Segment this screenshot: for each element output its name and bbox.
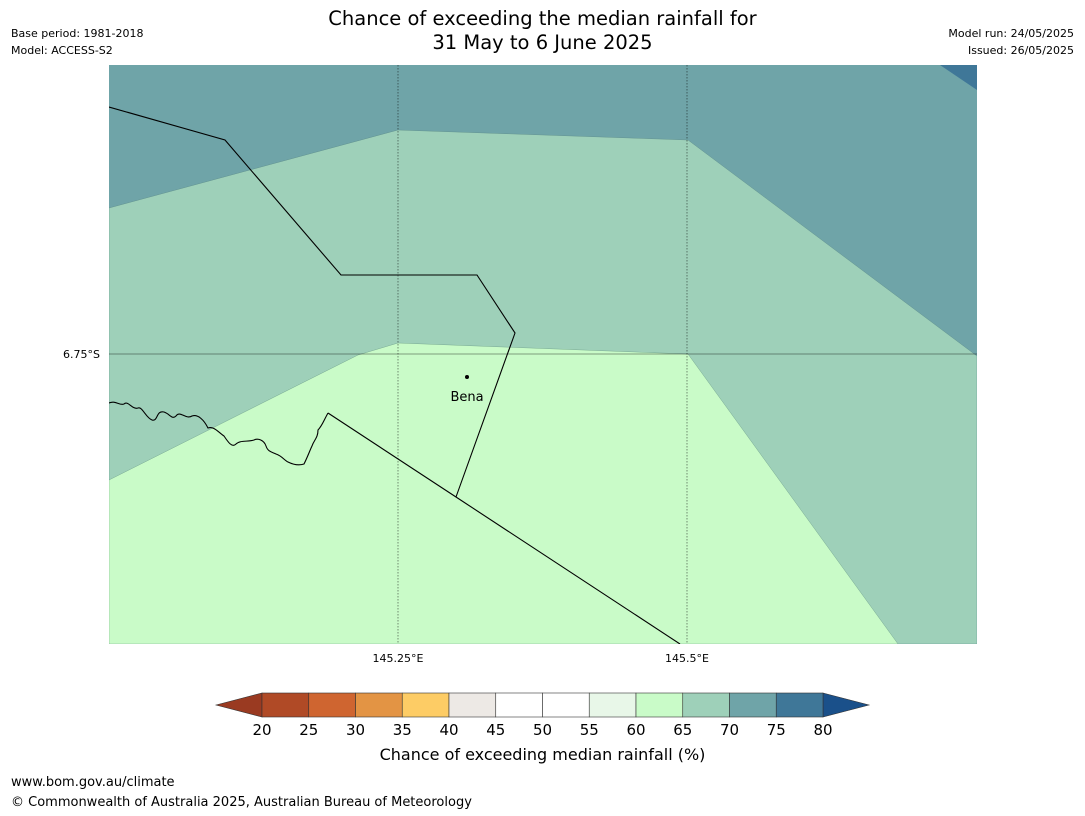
meta-left: Base period: 1981-2018 Model: ACCESS-S2 [11, 25, 143, 59]
colorbar-segments [261, 692, 824, 718]
colorbar-tick-label: 35 [393, 721, 412, 739]
colorbar-tick-label: 55 [580, 721, 599, 739]
colorbar-tick-label: 75 [767, 721, 786, 739]
map-plot-area [109, 65, 977, 644]
colorbar-low-extend [214, 692, 263, 718]
longitude-tick-label-1: 145.25°E [373, 652, 424, 665]
river-boundary [109, 401, 329, 466]
colorbar-tick-labels: 20 25 30 35 40 45 50 55 60 65 70 75 80 [252, 721, 832, 739]
colorbar-segment [495, 692, 543, 718]
longitude-tick-label-2: 145.5°E [665, 652, 709, 665]
colorbar-segment [729, 692, 777, 718]
colorbar: 20 25 30 35 40 45 50 55 60 65 70 75 80 [214, 692, 871, 739]
province-border-north [109, 106, 516, 498]
colorbar-segment [355, 692, 403, 718]
province-border-south [327, 412, 681, 644]
colorbar-segment [682, 692, 730, 718]
colorbar-tick-label: 30 [346, 721, 365, 739]
colorbar-segment [401, 692, 450, 718]
colorbar-segment [308, 692, 356, 718]
issued-label: Issued: 26/05/2025 [967, 44, 1074, 57]
title-line-2: 31 May to 6 June 2025 [432, 31, 653, 54]
colorbar-tick-label: 70 [720, 721, 739, 739]
colorbar-tick-label: 65 [673, 721, 692, 739]
footer-url[interactable]: www.bom.gov.au/climate [11, 775, 175, 790]
footer-copyright: © Commonwealth of Australia 2025, Austra… [11, 795, 472, 810]
latitude-tick-label: 6.75°S [63, 348, 100, 361]
colorbar-tick-label: 80 [813, 721, 832, 739]
region-75-80 [940, 65, 977, 90]
model-run-label: Model run: 24/05/2025 [948, 27, 1074, 40]
place-label-bena: Bena [450, 390, 483, 405]
colorbar-high-extend [822, 692, 871, 718]
colorbar-tick-label: 25 [299, 721, 318, 739]
colorbar-segment [542, 692, 590, 718]
colorbar-segment [775, 692, 824, 718]
colorbar-segment [635, 692, 684, 718]
meta-right: Model run: 24/05/2025 Issued: 26/05/2025 [948, 25, 1074, 59]
colorbar-segment [261, 692, 310, 718]
colorbar-tick-label: 40 [439, 721, 458, 739]
colorbar-tick-label: 50 [533, 721, 552, 739]
colorbar-segment [588, 692, 637, 718]
model-label: Model: ACCESS-S2 [11, 44, 113, 57]
colorbar-tick-label: 45 [486, 721, 505, 739]
dot-marker [465, 375, 469, 379]
title-line-1: Chance of exceeding the median rainfall … [328, 7, 757, 30]
colorbar-tick-label: 20 [252, 721, 271, 739]
base-period-label: Base period: 1981-2018 [11, 27, 144, 40]
colorbar-segment [448, 692, 497, 718]
colorbar-tick-label: 60 [626, 721, 645, 739]
map-title: Chance of exceeding the median rainfall … [0, 7, 1085, 55]
colorbar-title: Chance of exceeding median rainfall (%) [379, 745, 706, 764]
